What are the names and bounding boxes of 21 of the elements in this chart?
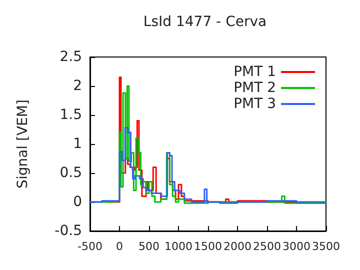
- y-tick-label: 2.5: [60, 49, 82, 65]
- y-tick-label: 1.5: [60, 107, 82, 123]
- legend-label: PMT 3: [234, 96, 276, 112]
- x-tick-label: 500: [138, 240, 160, 253]
- y-tick-label: 0: [73, 194, 82, 210]
- legend-label: PMT 2: [234, 80, 276, 96]
- x-tick-label: 2000: [224, 240, 252, 253]
- x-tick-label: 2500: [253, 240, 281, 253]
- x-tick-label: -500: [78, 240, 102, 253]
- x-tick-label: 1000: [164, 240, 192, 253]
- y-tick-label: 0.5: [60, 165, 82, 181]
- x-tick-label: 3000: [282, 240, 310, 253]
- x-tick-label: 3500: [312, 240, 340, 253]
- y-tick-label: 1: [73, 136, 82, 152]
- legend-label: PMT 1: [234, 64, 276, 80]
- chart-title: LsId 1477 - Cerva: [143, 14, 267, 30]
- x-tick-label: 1500: [194, 240, 222, 253]
- y-tick-label: 2: [73, 78, 82, 94]
- y-axis-title: Signal [VEM]: [15, 100, 31, 188]
- y-tick-label: -0.5: [54, 223, 82, 239]
- x-tick-label: 0: [116, 240, 123, 253]
